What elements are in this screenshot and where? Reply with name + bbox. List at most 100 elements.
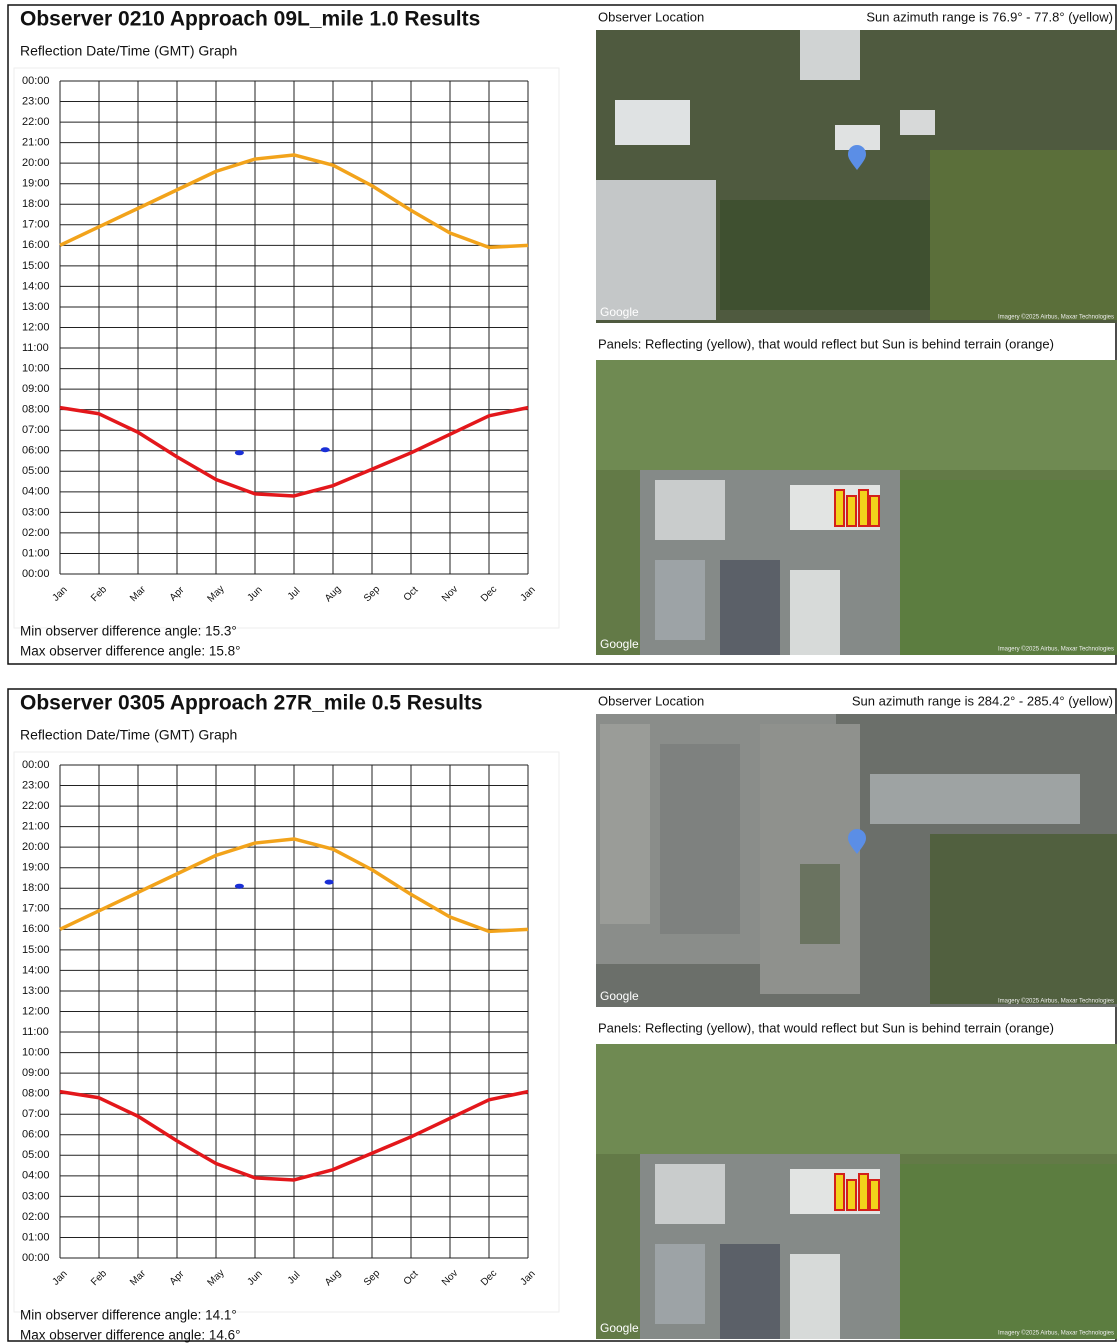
y-tick-label: 04:00 [22, 1170, 50, 1182]
y-tick-label: 22:00 [22, 800, 50, 812]
y-tick-label: 01:00 [22, 1231, 50, 1243]
y-tick-label: 09:00 [22, 383, 50, 395]
glare-point [324, 879, 334, 885]
solar-panel [834, 489, 845, 527]
map-credit: Imagery ©2025 Airbus, Maxar Technologies [998, 646, 1114, 653]
y-tick-label: 11:00 [22, 1026, 49, 1038]
map-feature [760, 724, 860, 994]
map-feature [900, 110, 935, 135]
map-observer [596, 714, 1117, 1007]
y-tick-label: 02:00 [22, 527, 50, 539]
map-feature [790, 1254, 840, 1339]
map-feature [655, 480, 725, 540]
map-brand: Google [600, 989, 639, 1003]
y-tick-label: 03:00 [22, 1190, 50, 1202]
y-tick-label: 08:00 [22, 1088, 50, 1100]
map-panels [596, 360, 1117, 655]
y-tick-label: 04:00 [22, 486, 50, 498]
y-tick-label: 09:00 [22, 1067, 50, 1079]
solar-panel [846, 495, 857, 527]
map-header: Panels: Reflecting (yellow), that would … [598, 1020, 1054, 1035]
map-feature [930, 834, 1117, 1004]
y-tick-label: 19:00 [22, 178, 50, 190]
map-pin [848, 829, 866, 854]
y-tick-label: 12:00 [22, 1005, 50, 1017]
y-tick-label: 23:00 [22, 779, 50, 791]
map-header: Sun azimuth range is 284.2° - 285.4° (ye… [852, 693, 1113, 708]
y-tick-label: 11:00 [22, 342, 49, 354]
y-tick-label: 07:00 [22, 1108, 50, 1120]
chart-title: Observer 0210 Approach 09L_mile 1.0 Resu… [20, 8, 480, 31]
map-feature [900, 1164, 1117, 1339]
map-feature [655, 1244, 705, 1324]
solar-panel [869, 495, 880, 527]
y-tick-label: 07:00 [22, 424, 50, 436]
panel-border [7, 4, 1117, 665]
annotation: Min observer difference angle: 15.3° [20, 624, 237, 639]
map-header: Sun azimuth range is 76.9° - 77.8° (yell… [866, 9, 1113, 24]
y-tick-label: 15:00 [22, 260, 50, 272]
y-tick-label: 20:00 [22, 841, 50, 853]
y-tick-label: 17:00 [22, 219, 50, 231]
y-tick-label: 02:00 [22, 1211, 50, 1223]
map-feature [900, 480, 1117, 655]
map-feature [870, 774, 1080, 824]
map-feature [655, 560, 705, 640]
glare-point [234, 883, 244, 889]
map-panels [596, 1044, 1117, 1339]
map-feature [596, 1044, 1117, 1154]
map-feature [930, 150, 1117, 320]
y-tick-label: 16:00 [22, 239, 50, 251]
y-tick-label: 15:00 [22, 944, 50, 956]
y-tick-label: 10:00 [22, 362, 50, 374]
solar-panel [834, 1173, 845, 1211]
y-tick-label: 14:00 [22, 964, 50, 976]
annotation: Max observer difference angle: 14.6° [20, 1328, 241, 1343]
y-tick-label: 21:00 [22, 137, 50, 149]
chart-title: Observer 0305 Approach 27R_mile 0.5 Resu… [20, 692, 483, 715]
y-tick-label: 06:00 [22, 445, 50, 457]
y-tick-label: 01:00 [22, 547, 50, 559]
annotation: Max observer difference angle: 15.8° [20, 644, 241, 659]
map-feature [660, 744, 740, 934]
y-tick-label: 06:00 [22, 1129, 50, 1141]
y-tick-label: 00:00 [22, 75, 50, 87]
y-tick-label: 12:00 [22, 321, 50, 333]
map-brand: Google [600, 305, 639, 319]
solar-panel [846, 1179, 857, 1211]
y-tick-label: 05:00 [22, 465, 50, 477]
series-line [59, 405, 529, 498]
map-header: Observer Location [598, 9, 704, 24]
y-tick-label: 10:00 [22, 1046, 50, 1058]
map-feature [596, 360, 1117, 470]
glare-point [320, 447, 330, 453]
glare-point [234, 450, 244, 456]
map-header: Panels: Reflecting (yellow), that would … [598, 336, 1054, 351]
y-tick-label: 05:00 [22, 1149, 50, 1161]
y-tick-label: 14:00 [22, 280, 50, 292]
y-tick-label: 08:00 [22, 404, 50, 416]
panel-border [7, 688, 1117, 1342]
map-feature [600, 724, 650, 924]
solar-panel [858, 489, 869, 527]
solar-panel [869, 1179, 880, 1211]
map-feature [720, 1244, 780, 1339]
y-tick-label: 13:00 [22, 301, 50, 313]
map-brand: Google [600, 637, 639, 651]
y-tick-label: 00:00 [22, 1252, 50, 1264]
y-tick-label: 23:00 [22, 95, 50, 107]
y-tick-label: 00:00 [22, 568, 50, 580]
map-credit: Imagery ©2025 Airbus, Maxar Technologies [998, 998, 1114, 1005]
map-feature [790, 570, 840, 655]
solar-panel [858, 1173, 869, 1211]
series-line [59, 153, 529, 250]
map-feature [720, 560, 780, 655]
y-tick-label: 00:00 [22, 759, 50, 771]
y-tick-label: 18:00 [22, 198, 50, 210]
map-feature [800, 864, 840, 944]
annotation: Min observer difference angle: 14.1° [20, 1308, 237, 1323]
map-brand: Google [600, 1321, 639, 1335]
y-tick-label: 18:00 [22, 882, 50, 894]
chart-subtitle: Reflection Date/Time (GMT) Graph [20, 727, 237, 743]
